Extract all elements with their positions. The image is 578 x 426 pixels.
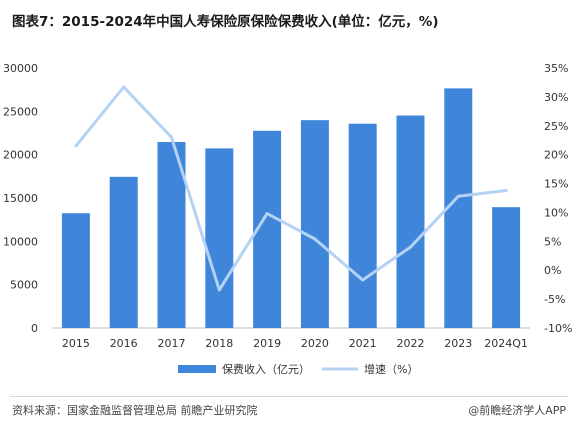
source-note: 资料来源：国家金融监督管理总局 前瞻产业研究院: [12, 404, 258, 417]
chart-title: 图表7：2015-2024年中国人寿保险原保险保费收入(单位：亿元，%): [12, 14, 439, 30]
growth-point: [456, 194, 460, 198]
bar: [109, 176, 138, 328]
growth-point: [313, 237, 317, 241]
x-tick-label: 2016: [110, 337, 138, 350]
bar: [348, 123, 377, 328]
growth-point: [361, 278, 365, 282]
growth-point: [122, 85, 126, 89]
footer-divider: [10, 396, 568, 397]
y-tick-label: 10000: [3, 235, 38, 248]
y2-tick-label: -10%: [544, 322, 572, 335]
y-tick-label: 5000: [10, 279, 38, 292]
x-tick-label: 2022: [397, 337, 425, 350]
bar: [157, 142, 186, 328]
y2-tick-label: 35%: [544, 62, 568, 75]
y2-tick-label: 5%: [544, 235, 561, 248]
growth-point: [409, 245, 412, 249]
bar-series: [61, 88, 521, 328]
chart: 0 5000 10000 15000 20000 25000 30000 -10% -5% 0% 5…: [3, 62, 572, 376]
bar: [300, 120, 329, 328]
y2-tick-label: -5%: [544, 293, 565, 306]
growth-point: [217, 288, 221, 292]
x-tick-label: 2024Q1: [484, 337, 528, 350]
chart-axes: 0 5000 10000 15000 20000 25000 30000 -10% -5% 0% 5…: [3, 62, 572, 350]
growth-point: [504, 188, 508, 192]
x-tick-label: 2023: [444, 337, 472, 350]
y2-tick-label: 25%: [544, 120, 568, 133]
legend-bar-label: 保费收入（亿元）: [222, 362, 310, 376]
legend-bar-swatch: [178, 365, 216, 373]
bar: [492, 207, 521, 328]
y2-tick-label: 20%: [544, 149, 568, 162]
y-tick-label: 25000: [3, 105, 38, 118]
footer: 资料来源：国家金融监督管理总局 前瞻产业研究院 @前瞻经济学人APP: [0, 396, 578, 426]
bar: [61, 213, 90, 328]
y2-tick-label: 10%: [544, 206, 568, 219]
y-tick-label: 0: [31, 322, 38, 335]
y2-tick-label: 0%: [544, 264, 561, 277]
brand-handle: @前瞻经济学人APP: [468, 404, 566, 417]
x-tick-label: 2019: [253, 337, 281, 350]
growth-point: [170, 135, 173, 139]
legend: 保费收入（亿元） 增速（%）: [178, 362, 418, 376]
y-tick-label: 15000: [3, 192, 38, 205]
legend-line-label: 增速（%）: [364, 362, 418, 376]
x-tick-label: 2020: [301, 337, 329, 350]
line-series: [74, 85, 508, 292]
y-tick-label: 30000: [3, 62, 38, 75]
growth-line: [74, 85, 507, 292]
x-tick-label: 2017: [158, 337, 186, 350]
growth-point: [74, 144, 78, 148]
x-tick-label: 2021: [349, 337, 377, 350]
y-tick-label: 20000: [3, 149, 38, 162]
y2-tick-label: 30%: [544, 91, 568, 104]
x-tick-label: 2015: [62, 337, 90, 350]
bar: [205, 148, 234, 328]
y2-tick-label: 15%: [544, 178, 568, 191]
bar: [396, 115, 425, 328]
x-tick-label: 2018: [205, 337, 233, 350]
growth-point: [265, 212, 269, 216]
